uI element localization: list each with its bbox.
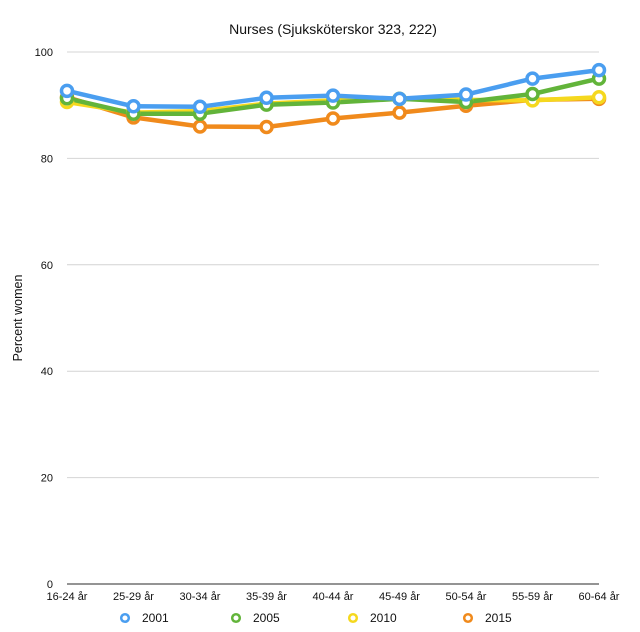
data-point-2015 bbox=[259, 119, 274, 135]
legend: 2001 2005 2010 2015 bbox=[119, 611, 512, 625]
data-point-2001 bbox=[591, 62, 607, 78]
data-point-2001 bbox=[325, 88, 341, 103]
y-tick-label: 0 bbox=[47, 579, 53, 591]
legend-label-2001: 2001 bbox=[142, 611, 169, 625]
y-axis-label: Percent women bbox=[11, 275, 25, 362]
x-tick-label: 25-29 år bbox=[113, 591, 154, 603]
x-tick-label: 35-39 år bbox=[246, 591, 287, 603]
data-point-2001 bbox=[458, 87, 474, 102]
legend-marker-2015 bbox=[462, 612, 474, 624]
data-point-2001 bbox=[192, 99, 208, 115]
x-tick-label: 50-54 år bbox=[446, 591, 487, 603]
y-axis-ticks: 0 20 40 60 80 100 bbox=[35, 47, 53, 591]
legend-label-2005: 2005 bbox=[253, 611, 280, 625]
data-point-2010 bbox=[591, 89, 607, 105]
x-tick-label: 30-34 år bbox=[180, 591, 221, 603]
gridlines bbox=[67, 51, 599, 585]
data-point-2015 bbox=[192, 119, 208, 134]
legend-marker-2010 bbox=[347, 612, 359, 624]
data-point-2001 bbox=[126, 99, 141, 114]
x-tick-label: 45-49 år bbox=[379, 591, 420, 603]
data-point-2005 bbox=[525, 86, 540, 102]
y-tick-label: 20 bbox=[41, 473, 53, 485]
legend-marker-2005 bbox=[230, 612, 242, 624]
data-point-2001 bbox=[59, 83, 75, 99]
y-tick-label: 100 bbox=[35, 47, 53, 59]
data-point-2001 bbox=[525, 71, 540, 86]
x-axis-ticks: 16-24 år 25-29 år 30-34 år 35-39 år 40-44 år… bbox=[47, 591, 620, 603]
x-tick-label: 60-64 år bbox=[579, 591, 620, 603]
y-tick-label: 60 bbox=[41, 260, 53, 272]
data-point-2015 bbox=[325, 111, 341, 126]
data-point-2001 bbox=[392, 91, 407, 107]
x-tick-label: 16-24 år bbox=[47, 591, 88, 603]
legend-label-2010: 2010 bbox=[370, 611, 397, 625]
y-tick-label: 40 bbox=[41, 366, 53, 378]
chart-title: Nurses (Sjuksköterskor 323, 222) bbox=[229, 21, 437, 37]
x-tick-label: 55-59 år bbox=[512, 591, 553, 603]
y-tick-label: 80 bbox=[41, 153, 53, 165]
x-tick-label: 40-44 år bbox=[313, 591, 354, 603]
legend-label-2015: 2015 bbox=[485, 611, 512, 625]
legend-marker-2001 bbox=[119, 612, 131, 624]
data-point-2015 bbox=[392, 105, 407, 120]
data-point-2001 bbox=[259, 90, 274, 106]
series-points bbox=[59, 62, 607, 135]
